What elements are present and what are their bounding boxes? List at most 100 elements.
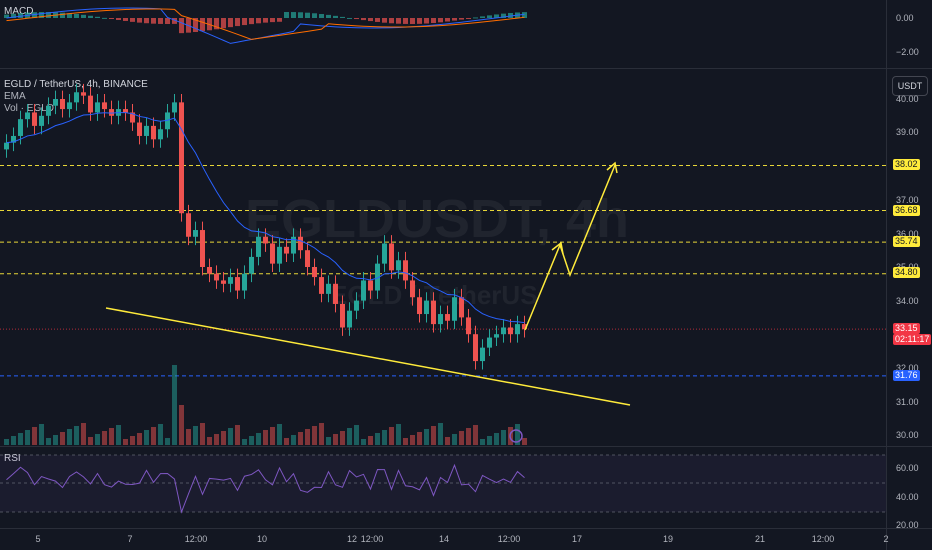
main-chart-pane[interactable]: EGLD / TetherUS, 4h, BINANCE EMA Vol · E… <box>0 69 886 446</box>
candle-body <box>74 92 79 103</box>
candle-body <box>109 109 114 116</box>
candle-body <box>522 324 527 330</box>
time-label: 2 <box>883 534 889 544</box>
volume-bar <box>60 432 65 445</box>
volume-bar <box>354 425 359 445</box>
macd-histogram-bar <box>403 18 408 24</box>
macd-histogram-bar <box>340 16 345 18</box>
volume-bar <box>291 435 296 445</box>
macd-histogram-bar <box>11 13 16 18</box>
candle-body <box>431 300 436 325</box>
candle-body <box>144 125 149 136</box>
candle-body <box>235 277 240 291</box>
volume-bar <box>396 424 401 445</box>
macd-histogram-bar <box>130 18 135 22</box>
volume-bar <box>25 430 30 445</box>
macd-histogram-bar <box>410 18 415 24</box>
price-axis-30: 30.00 <box>896 430 919 440</box>
volume-bar <box>515 424 520 445</box>
rsi-label: RSI <box>4 453 21 465</box>
ema-legend[interactable]: EMA <box>4 91 26 102</box>
volume-bar <box>249 436 254 445</box>
volume-bar <box>158 424 163 445</box>
macd-histogram-bar <box>354 18 359 20</box>
volume-bar <box>67 429 72 445</box>
bar-countdown-tag: 02:11:17 <box>893 334 932 345</box>
candle-body <box>466 317 471 335</box>
currency-button[interactable]: USDT <box>892 76 928 96</box>
candle-body <box>389 243 394 271</box>
volume-bar <box>410 435 415 445</box>
candle-body <box>494 334 499 338</box>
macd-histogram-bar <box>179 18 184 34</box>
macd-axis-zero: 0.00 <box>896 13 914 23</box>
volume-bar <box>18 433 23 445</box>
level-tag-36-68[interactable]: 36.68 <box>893 205 920 216</box>
volume-bar <box>130 436 135 445</box>
candle-body <box>256 236 261 257</box>
rsi-pane-divider[interactable] <box>0 446 932 447</box>
macd-histogram-bar <box>445 18 450 22</box>
macd-histogram-bar <box>270 18 275 23</box>
candle-body <box>4 142 9 150</box>
candle-body <box>207 267 212 274</box>
macd-histogram-bar <box>277 18 282 22</box>
volume-bar <box>298 432 303 445</box>
volume-bar <box>186 429 191 445</box>
candle-body <box>480 347 485 362</box>
macd-pane[interactable]: MACD <box>0 0 886 68</box>
candle-body <box>151 125 156 140</box>
macd-histogram-bar <box>480 16 485 18</box>
macd-histogram-bar <box>487 15 492 18</box>
volume-bar <box>221 431 226 445</box>
candle-body <box>298 236 303 251</box>
price-axis-31: 31.00 <box>896 397 919 407</box>
macd-histogram-bar <box>242 18 247 26</box>
volume-bar <box>417 432 422 445</box>
time-label: 12:00 <box>811 534 835 544</box>
macd-histogram-bar <box>32 12 37 18</box>
support-level-tag[interactable]: 31.76 <box>893 370 920 381</box>
macd-histogram-bar <box>81 14 86 18</box>
candle-body <box>88 95 93 113</box>
volume-bar <box>193 426 198 445</box>
volume-bar <box>459 431 464 445</box>
volume-bar <box>102 431 107 445</box>
candle-body <box>319 277 324 294</box>
level-tag-34-80[interactable]: 34.80 <box>893 267 920 278</box>
time-label: 7 <box>127 534 133 544</box>
candle-body <box>179 102 184 214</box>
time-label: 17 <box>571 534 583 544</box>
macd-histogram-bar <box>494 14 499 18</box>
macd-pane-divider[interactable] <box>0 68 932 69</box>
time-label: 12:00 <box>184 534 208 544</box>
chart-graphics[interactable] <box>0 0 886 550</box>
volume-bar <box>207 437 212 445</box>
candle-body <box>186 213 191 237</box>
rsi-pane[interactable]: RSI <box>0 447 886 527</box>
volume-legend[interactable]: Vol · EGLD <box>4 103 55 114</box>
level-tag-35-74[interactable]: 35.74 <box>893 236 920 247</box>
price-axis-36: 36.00 <box>896 229 919 239</box>
volume-bar <box>123 439 128 445</box>
candle-body <box>11 135 16 143</box>
volume-bar <box>494 433 499 445</box>
volume-bar <box>340 431 345 445</box>
candle-body <box>200 230 205 267</box>
projection-arrow <box>524 164 616 331</box>
symbol-legend[interactable]: EGLD / TetherUS, 4h, BINANCE <box>4 79 148 90</box>
level-tag-38-02[interactable]: 38.02 <box>893 159 920 170</box>
macd-histogram-bar <box>263 18 268 23</box>
candle-body <box>81 92 86 96</box>
candle-body <box>375 263 380 291</box>
volume-bar <box>81 423 86 445</box>
macd-histogram-bar <box>459 18 464 20</box>
candle-body <box>340 303 345 328</box>
volume-bar <box>46 438 51 445</box>
macd-histogram-bar <box>501 13 506 18</box>
macd-histogram-bar <box>200 18 205 32</box>
volume-bar <box>116 425 121 445</box>
volume-bar <box>235 425 240 445</box>
ema-line <box>6 112 525 324</box>
price-axis-32: 32.00 <box>896 363 919 373</box>
